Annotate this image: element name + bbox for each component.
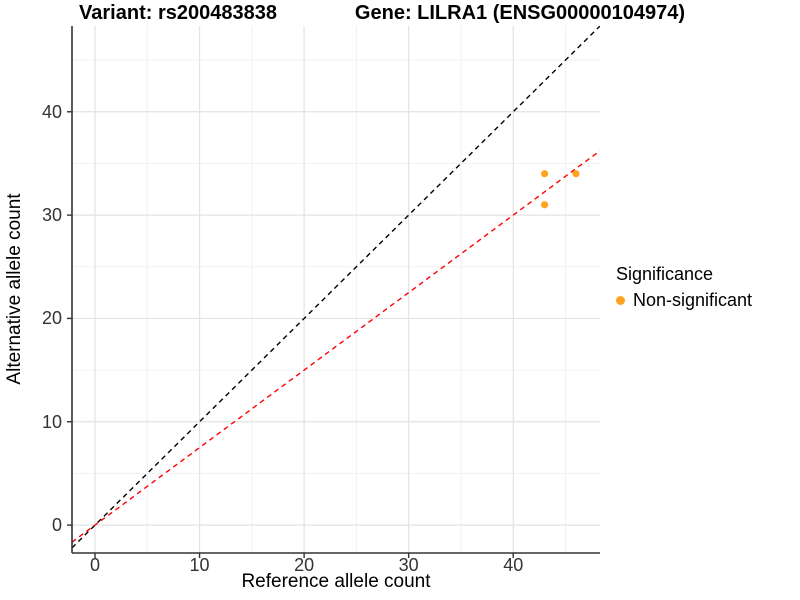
y-axis-label: Alternative allele count — [4, 193, 25, 385]
x-tick-label: 0 — [89, 555, 101, 575]
plot-title-gene: Gene: LILRA1 (ENSG00000104974) — [354, 2, 686, 24]
axis-layer — [67, 26, 600, 558]
y-tick-label: 40 — [41, 101, 62, 122]
data-point — [540, 201, 549, 209]
reference-line-identity — [72, 26, 600, 549]
x-tick-label: 30 — [398, 555, 419, 575]
plot-title-variant: Variant: rs200483838 — [79, 2, 277, 24]
y-tick-label: 20 — [41, 308, 62, 329]
reference-line-layer — [72, 26, 600, 549]
y-tick-label: 0 — [51, 515, 62, 536]
data-point-layer — [540, 170, 580, 209]
legend-title: Significance — [616, 264, 714, 284]
data-point — [540, 170, 549, 178]
legend: Significance Non-significant — [616, 264, 752, 311]
y-tick-label: 30 — [41, 205, 62, 226]
data-point — [572, 170, 580, 178]
grid-layer — [72, 26, 600, 553]
reference-line-fitted-ratio — [72, 150, 600, 543]
y-tick-label: 10 — [41, 411, 62, 432]
legend-items: Non-significant — [616, 290, 752, 311]
x-tick-label: 10 — [189, 555, 210, 575]
legend-item-label: Non-significant — [633, 290, 753, 310]
legend-item: Non-significant — [616, 290, 752, 311]
x-axis-label: Reference allele count — [241, 571, 431, 592]
x-tick-label: 20 — [294, 555, 315, 575]
x-tick-label: 40 — [503, 555, 524, 575]
legend-point-icon — [616, 296, 625, 305]
